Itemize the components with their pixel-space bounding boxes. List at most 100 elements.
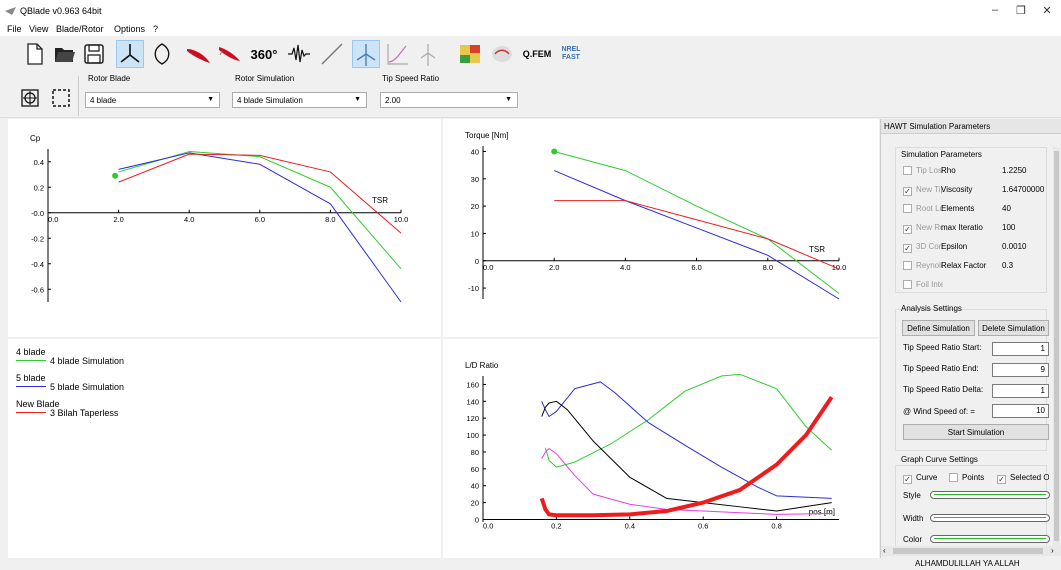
sim-option-checkbox[interactable]: Tip Loss xyxy=(903,166,943,175)
tsr-start-input[interactable]: 1 xyxy=(992,342,1049,356)
define-simulation-button[interactable]: Define Simulation xyxy=(902,320,975,336)
menu-file[interactable]: File xyxy=(7,24,22,34)
legend-panel: 4 blade 4 blade Simulation 5 blade 5 blade … xyxy=(8,339,441,558)
rotor-blade-select[interactable]: 4 blade xyxy=(85,92,220,108)
cp-chart: Cp 0.4 0.2 -0.0 -0.2 -0.4 -0.6 0.0 2.0 4.0 6.0 8.0 1… xyxy=(30,134,409,303)
legend-line-swatch xyxy=(16,360,46,361)
vertical-scrollbar[interactable] xyxy=(1053,147,1060,547)
new-file-icon[interactable] xyxy=(20,40,48,68)
rotor-simulation-select[interactable]: 4 blade Simulation xyxy=(232,92,367,108)
turbulence-icon[interactable] xyxy=(285,40,313,68)
cp-chart-panel[interactable]: Cp 0.4 0.2 -0.0 -0.2 -0.4 -0.6 0.0 2.0 4.0 6.0 8.0 1… xyxy=(8,119,441,337)
curve-checkbox[interactable]: ✓ Curve xyxy=(903,473,937,484)
selected-op-checkbox[interactable]: ✓ Selected Op xyxy=(997,473,1049,484)
param-value: 100 xyxy=(1002,223,1016,232)
close-button[interactable]: ✕ xyxy=(1042,5,1052,17)
rotor-blade-icon[interactable] xyxy=(116,40,144,68)
horizontal-scrollbar[interactable]: ‹ › xyxy=(881,546,1061,556)
h-scrollbar-thumb[interactable] xyxy=(893,548,1043,554)
y-tick-label: 120 xyxy=(466,414,479,423)
open-folder-icon[interactable] xyxy=(50,40,78,68)
start-simulation-button[interactable]: Start Simulation xyxy=(903,424,1049,440)
morph-icon[interactable] xyxy=(488,40,516,68)
x-tick-label: 2.0 xyxy=(113,215,123,224)
legend-blade-name: 4 blade xyxy=(16,347,46,357)
airfoil-icon[interactable] xyxy=(148,40,176,68)
checkbox-box xyxy=(949,473,958,482)
nrel-fast-icon[interactable]: NREL FAST xyxy=(556,40,586,68)
param-name: max Iteratio xyxy=(941,223,983,232)
y-tick-label: 80 xyxy=(471,448,479,457)
sim-option-checkbox[interactable]: ✓ 3D Corre xyxy=(903,242,943,253)
wind-speed-input[interactable]: 10 xyxy=(992,404,1049,418)
option-label: New Tip xyxy=(916,185,943,194)
tsr-delta-input[interactable]: 1 xyxy=(992,384,1049,398)
graph-icon[interactable] xyxy=(383,40,411,68)
status-text: ALHAMDULILLAH YA ALLAH xyxy=(915,559,1020,568)
torque-chart-panel[interactable]: Torque [Nm] 40 30 20 10 0 -10 0.0 2.0 4.0 6.0 8.0 10… xyxy=(443,119,879,337)
polar-extrapolation-icon[interactable] xyxy=(215,40,243,68)
360-icon[interactable]: 360° xyxy=(250,46,278,62)
x-tick-label: 0.4 xyxy=(625,521,635,530)
hawt-icon[interactable] xyxy=(352,40,380,68)
y-tick-label: 20 xyxy=(471,202,479,211)
sim-option-checkbox[interactable]: Reynold: xyxy=(903,261,943,270)
check-icon: ✓ xyxy=(997,475,1006,484)
nrel-label: NREL xyxy=(561,46,581,53)
checkbox-box xyxy=(903,261,912,270)
sim-option-checkbox[interactable]: Foil Inter xyxy=(903,280,943,289)
width-selector[interactable] xyxy=(930,514,1050,522)
tsr-end-input[interactable]: 9 xyxy=(992,363,1049,377)
sim-option-checkbox[interactable]: Root Los xyxy=(903,204,943,213)
checkbox-box xyxy=(903,280,912,289)
fit-view-icon[interactable] xyxy=(20,88,40,108)
x-tick-label: 10.0 xyxy=(394,215,409,224)
rotor-simulation-label: Rotor Simulation xyxy=(235,74,295,83)
color-selector[interactable] xyxy=(930,535,1050,543)
rotor-blade-label: Rotor Blade xyxy=(88,74,131,83)
y-tick-label: 20 xyxy=(471,499,479,508)
tsr-start-label: Tip Speed Ratio Start: xyxy=(903,343,982,352)
foil-red-icon[interactable] xyxy=(184,40,212,68)
checkbox-box xyxy=(903,166,912,175)
param-name: Relax Factor xyxy=(941,261,987,270)
tip-speed-ratio-select[interactable]: 2.00 xyxy=(380,92,518,108)
save-icon[interactable] xyxy=(80,40,108,68)
ld-chart-panel[interactable]: L/D Ratio 160 140 120 100 80 60 40 20 0 0.0 0.2 0.4 0… xyxy=(443,339,879,558)
delete-simulation-button[interactable]: Delete Simulation xyxy=(978,320,1049,336)
minimize-button[interactable]: – xyxy=(991,4,999,16)
fem-icon[interactable]: Q.FEM xyxy=(522,49,552,59)
style-selector[interactable] xyxy=(930,491,1050,499)
menu-options[interactable]: Options xyxy=(114,24,146,34)
menu-blade-rotor[interactable]: Blade/Rotor xyxy=(56,24,104,34)
curve-label: Curve xyxy=(916,473,938,482)
param-value: 0.0010 xyxy=(1002,242,1027,251)
legend-simulation-name: 4 blade Simulation xyxy=(50,356,125,366)
restore-button[interactable]: ❐ xyxy=(1016,5,1026,17)
param-value: 1.64700000 xyxy=(1002,185,1045,194)
points-checkbox[interactable]: Points xyxy=(949,473,984,482)
zoom-rect-icon[interactable] xyxy=(51,88,71,108)
y-tick-label: 0 xyxy=(475,515,479,524)
checkbox-box: ✓ xyxy=(903,187,912,196)
option-label: Reynold: xyxy=(916,261,943,270)
color-map-icon[interactable] xyxy=(456,40,484,68)
scroll-left-icon[interactable]: ‹ xyxy=(883,546,886,555)
x-tick-label: 6.0 xyxy=(691,263,701,272)
scrollbar-thumb[interactable] xyxy=(1054,151,1059,541)
color-label: Color xyxy=(903,535,923,544)
style-label: Style xyxy=(903,491,921,500)
x-tick-label: 0.0 xyxy=(483,521,493,530)
selected-op-label: Selected Op xyxy=(1010,473,1049,482)
sim-option-checkbox[interactable]: ✓ New Roo xyxy=(903,223,943,234)
sim-option-checkbox[interactable]: ✓ New Tip xyxy=(903,185,943,196)
scroll-right-icon[interactable]: › xyxy=(1051,546,1054,555)
menu-help[interactable]: ? xyxy=(153,24,159,34)
menu-view[interactable]: View xyxy=(29,24,49,34)
y-tick-label: 0.2 xyxy=(34,183,44,192)
series-line-1 xyxy=(118,152,402,303)
line-icon[interactable] xyxy=(318,40,346,68)
main-toolbar: 360° Q.FEM NREL FAST xyxy=(0,36,1061,70)
checkbox-box: ✓ xyxy=(903,225,912,234)
vawt-icon[interactable] xyxy=(414,40,442,68)
